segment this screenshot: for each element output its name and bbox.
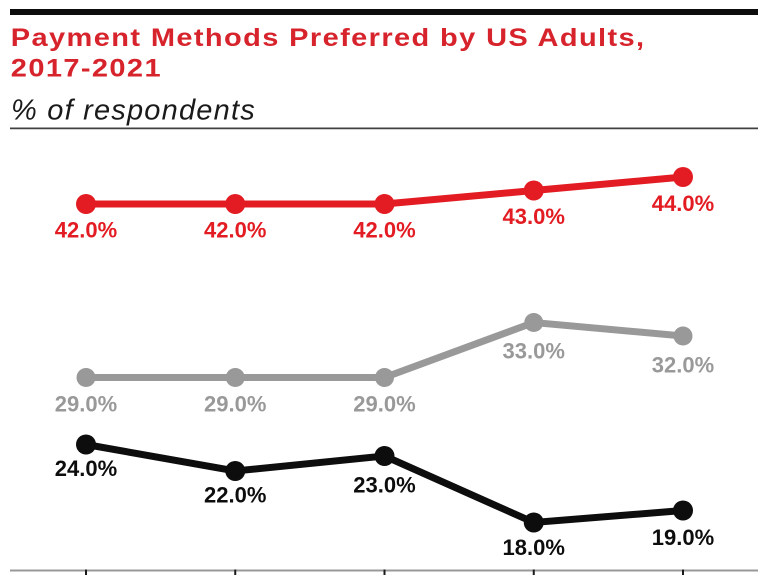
svg-text:42.0%: 42.0% bbox=[353, 218, 415, 243]
svg-text:2017-2021: 2017-2021 bbox=[11, 54, 162, 83]
svg-text:42.0%: 42.0% bbox=[204, 218, 266, 243]
svg-text:43.0%: 43.0% bbox=[503, 204, 565, 229]
svg-text:Payment Methods Preferred by U: Payment Methods Preferred by US Adults, bbox=[11, 23, 646, 52]
svg-text:22.0%: 22.0% bbox=[204, 483, 266, 508]
svg-text:33.0%: 33.0% bbox=[503, 339, 565, 364]
svg-text:44.0%: 44.0% bbox=[652, 191, 714, 216]
svg-text:29.0%: 29.0% bbox=[204, 392, 266, 417]
svg-text:42.0%: 42.0% bbox=[55, 218, 117, 243]
svg-text:23.0%: 23.0% bbox=[353, 473, 415, 498]
svg-text:% of respondents: % of respondents bbox=[11, 95, 256, 127]
svg-text:18.0%: 18.0% bbox=[503, 535, 565, 560]
svg-text:29.0%: 29.0% bbox=[55, 392, 117, 417]
svg-text:29.0%: 29.0% bbox=[353, 392, 415, 417]
svg-text:32.0%: 32.0% bbox=[652, 353, 714, 378]
svg-text:24.0%: 24.0% bbox=[55, 456, 117, 481]
svg-text:19.0%: 19.0% bbox=[652, 525, 714, 550]
